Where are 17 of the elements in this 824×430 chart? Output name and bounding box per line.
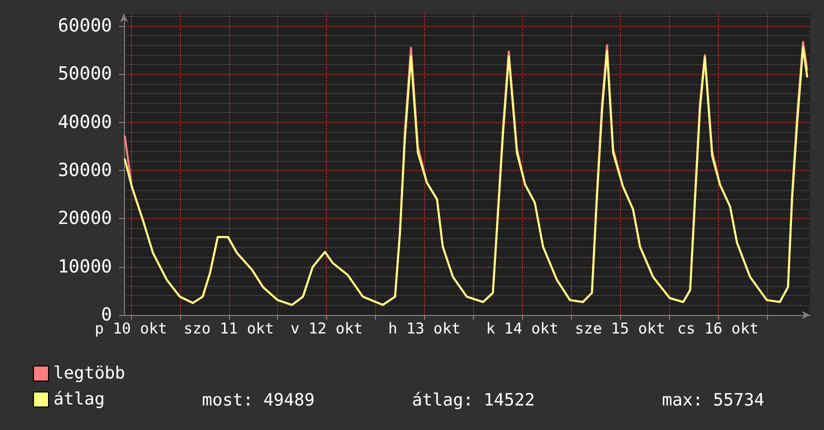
y-tick-label: 50000 — [58, 64, 112, 85]
x-tick-label: h 13 okt — [388, 320, 461, 338]
y-tick-label: 60000 — [58, 16, 112, 37]
text: max: 55734 — [662, 390, 764, 410]
x-tick-label: sze 15 okt — [574, 320, 666, 338]
x-tick-label: szo 11 okt — [184, 320, 274, 338]
legend-label: átlag — [54, 390, 105, 410]
x-tick-label: k 14 okt — [486, 320, 558, 338]
y-tick-label: 20000 — [58, 208, 112, 230]
y-tick-label: 10000 — [58, 256, 112, 278]
legend-label: legtöbb — [54, 364, 126, 384]
text: átlag: 14522 — [412, 390, 535, 410]
text: most: 49489 — [202, 390, 315, 410]
x-tick-label: v 12 okt — [290, 320, 363, 338]
y-tick-label: 40000 — [58, 112, 112, 133]
x-tick-label: cs 16 okt — [677, 320, 759, 338]
y-tick-label: 30000 — [58, 160, 112, 182]
